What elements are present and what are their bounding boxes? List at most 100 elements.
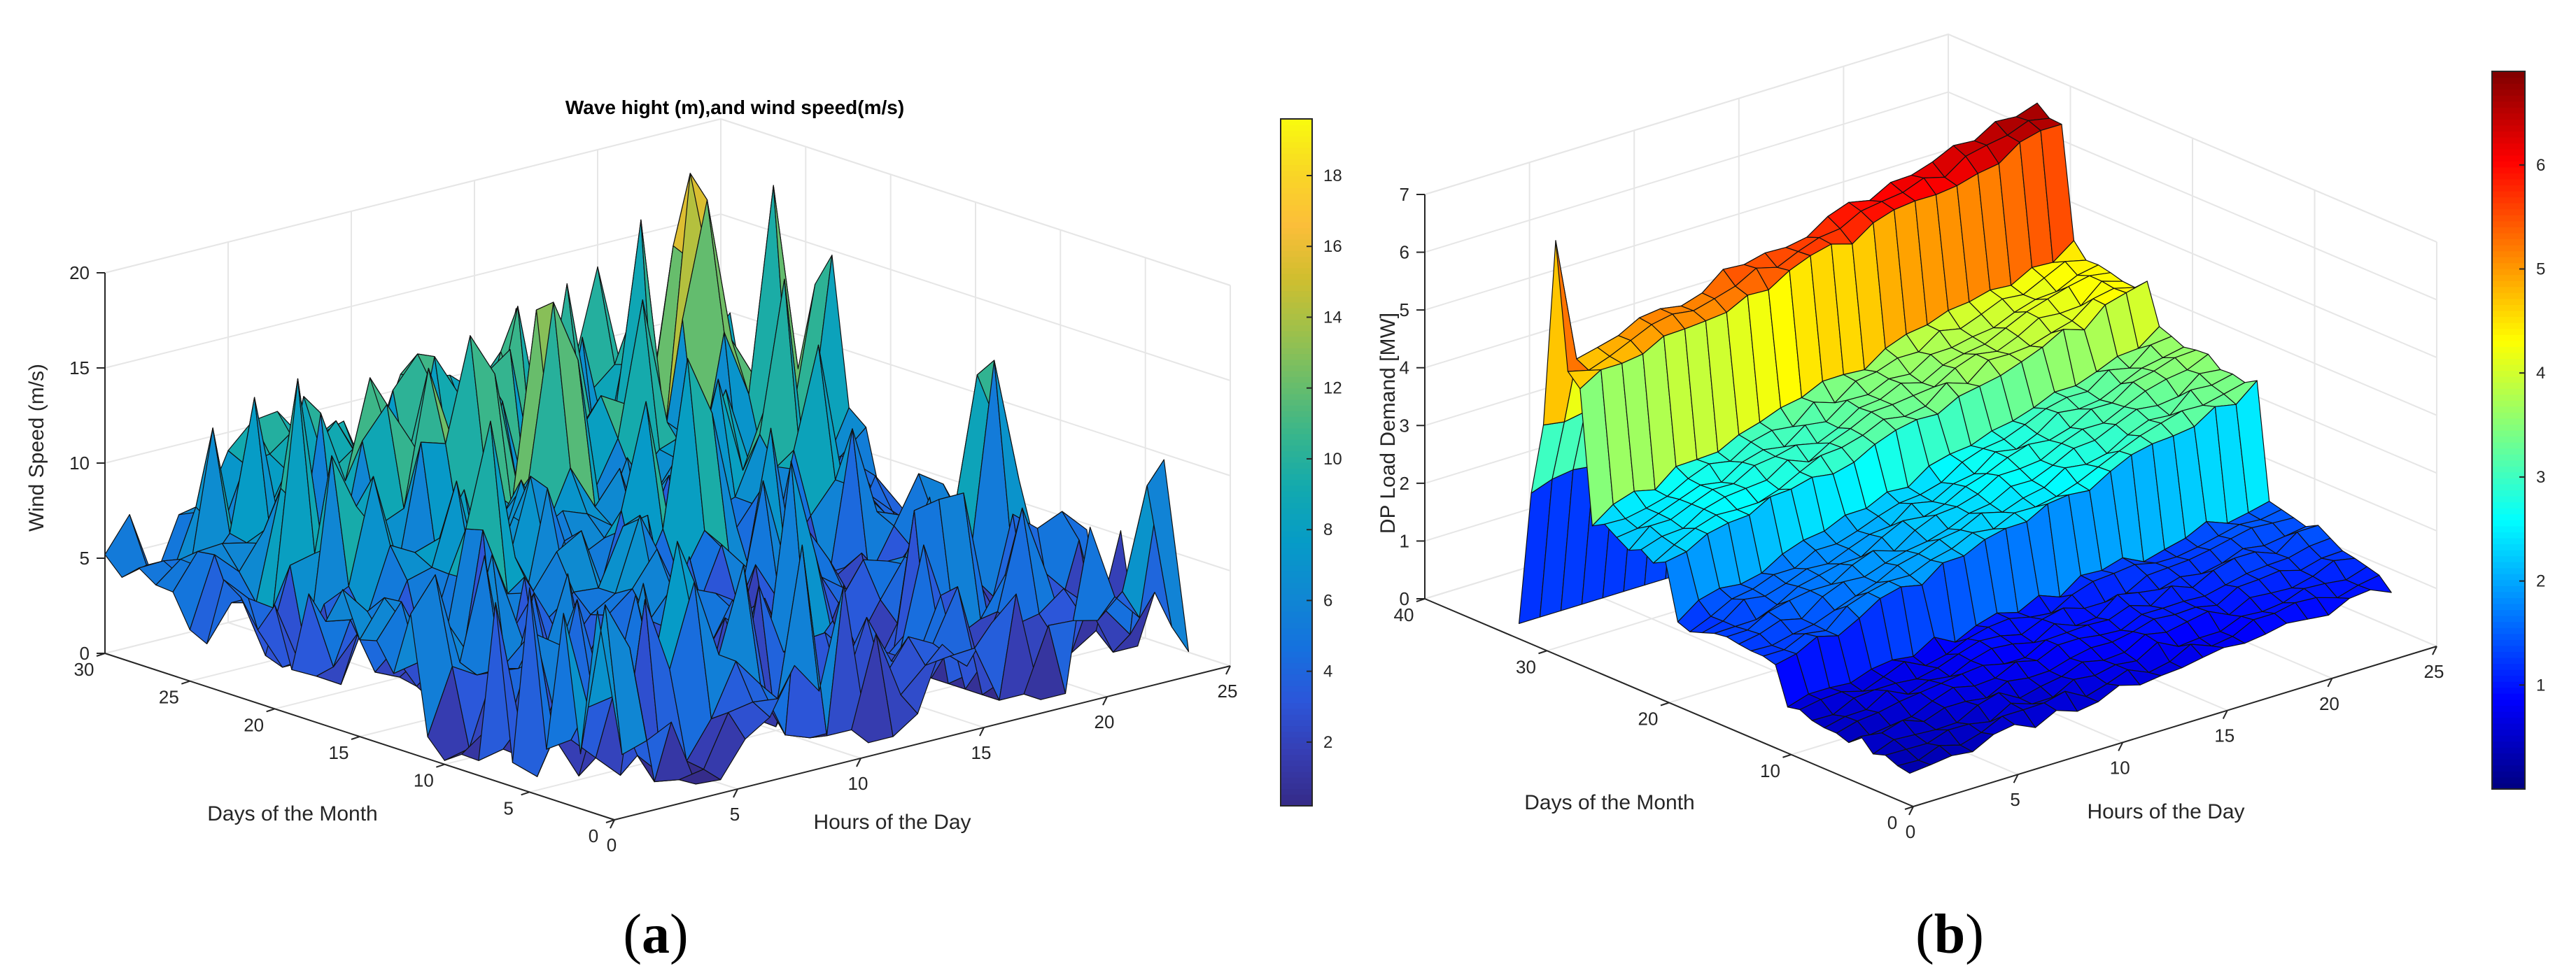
colorbar-segment xyxy=(2492,430,2525,437)
colorbar-segment xyxy=(2492,741,2525,748)
colorbar-segment xyxy=(1281,439,1312,446)
colorbar-segment xyxy=(1281,462,1312,469)
colorbar-segment xyxy=(1281,130,1312,137)
x-tick-mark xyxy=(979,727,985,737)
colorbar-segment xyxy=(2492,687,2525,694)
colorbar-segment xyxy=(2492,388,2525,395)
colorbar-segment xyxy=(1281,731,1312,738)
colorbar-segment xyxy=(2492,250,2525,257)
colorbar-segment xyxy=(2492,131,2525,138)
colorbar-tick-label: 8 xyxy=(1323,520,1332,539)
colorbar-segment xyxy=(1281,548,1312,555)
x-tick-label: 20 xyxy=(2319,693,2339,714)
x-tick-mark xyxy=(2432,646,2437,655)
colorbar-segment xyxy=(1281,571,1312,578)
y-tick-label: 30 xyxy=(1516,656,1536,677)
panel-a-surface xyxy=(104,173,1190,785)
colorbar-segment xyxy=(1281,342,1312,348)
colorbar-segment xyxy=(1281,388,1312,395)
colorbar-segment xyxy=(1281,474,1312,481)
y-tick-mark xyxy=(181,680,190,685)
x-tick-mark xyxy=(2118,741,2124,751)
z-tick-label: 15 xyxy=(69,357,90,378)
colorbar-segment xyxy=(1281,788,1312,795)
colorbar-segment xyxy=(1281,560,1312,566)
colorbar-segment xyxy=(2492,280,2525,287)
colorbar-segment xyxy=(2492,669,2525,676)
colorbar-segment xyxy=(2492,747,2525,754)
colorbar-segment xyxy=(2492,651,2525,658)
colorbar-segment xyxy=(1281,720,1312,727)
colorbar-segment xyxy=(1281,502,1312,509)
colorbar-segment xyxy=(1281,754,1312,761)
colorbar-segment xyxy=(1281,245,1312,251)
z-tick-label: 0 xyxy=(80,643,90,664)
colorbar-segment xyxy=(2492,77,2525,84)
colorbar-segment xyxy=(2492,257,2525,264)
colorbar-segment xyxy=(2492,334,2525,341)
colorbar-segment xyxy=(1281,697,1312,704)
colorbar-segment xyxy=(2492,759,2525,766)
x-tick-label: 0 xyxy=(607,835,617,855)
colorbar-segment xyxy=(1281,204,1312,211)
colorbar-tick-label: 16 xyxy=(1323,237,1342,256)
colorbar-segment xyxy=(1281,353,1312,360)
colorbar-segment xyxy=(1281,783,1312,790)
colorbar-segment xyxy=(2492,585,2525,592)
x-tick-mark xyxy=(1225,665,1231,675)
colorbar-segment xyxy=(2492,466,2525,473)
colorbar-segment xyxy=(2492,771,2525,778)
colorbar-segment xyxy=(1281,359,1312,366)
colorbar-segment xyxy=(1281,605,1312,612)
colorbar-segment xyxy=(2492,502,2525,509)
colorbar-tick-label: 2 xyxy=(1323,733,1332,752)
colorbar-segment xyxy=(1281,262,1312,269)
colorbar-segment xyxy=(1281,193,1312,200)
colorbar-segment xyxy=(1281,170,1312,177)
x-tick-mark xyxy=(856,758,861,767)
colorbar-segment xyxy=(1281,216,1312,222)
z-tick-label: 4 xyxy=(1400,357,1409,378)
z-tick-label: 5 xyxy=(80,548,90,569)
colorbar-segment xyxy=(2492,567,2525,574)
colorbar-segment xyxy=(2492,382,2525,389)
colorbar-segment xyxy=(1281,662,1312,669)
panel-a-title: Wave hight (m),and wind speed(m/s) xyxy=(565,97,904,118)
x-tick-mark xyxy=(1102,696,1108,706)
colorbar-segment xyxy=(2492,358,2525,365)
colorbar-segment xyxy=(1281,668,1312,675)
x-tick-label: 25 xyxy=(1218,681,1238,702)
colorbar-segment xyxy=(2492,555,2525,562)
y-tick-mark xyxy=(266,708,275,713)
colorbar-segment xyxy=(1281,686,1312,692)
surface-facet xyxy=(2358,574,2392,593)
colorbar-segment xyxy=(2492,262,2525,269)
colorbar-segment xyxy=(2492,418,2525,425)
colorbar-segment xyxy=(1281,777,1312,783)
colorbar-segment xyxy=(2492,173,2525,180)
colorbar-segment xyxy=(2492,394,2525,401)
y-tick-label: 0 xyxy=(1887,812,1897,833)
colorbar-segment xyxy=(2492,544,2525,551)
colorbar-segment xyxy=(2492,143,2525,150)
colorbar-segment xyxy=(2492,663,2525,670)
colorbar-tick-label: 4 xyxy=(1323,662,1332,681)
colorbar-segment xyxy=(2492,711,2525,718)
colorbar-segment xyxy=(2492,286,2525,293)
colorbar-segment xyxy=(2492,298,2525,306)
colorbar-segment xyxy=(1281,376,1312,383)
colorbar-segment xyxy=(1281,325,1312,332)
panel-b-colorbar: 1 2 3 4 5 6 xyxy=(2491,71,2545,790)
colorbar-segment xyxy=(1281,176,1312,183)
colorbar-segment xyxy=(2492,603,2525,611)
colorbar-segment xyxy=(2492,537,2525,545)
colorbar-segment xyxy=(1281,599,1312,606)
colorbar-segment xyxy=(1281,382,1312,389)
colorbar-segment xyxy=(2492,562,2525,569)
y-tick-mark xyxy=(351,736,360,740)
y-tick-mark xyxy=(1538,650,1547,655)
colorbar-segment xyxy=(1281,645,1312,652)
z-tick-label: 6 xyxy=(1400,242,1409,263)
